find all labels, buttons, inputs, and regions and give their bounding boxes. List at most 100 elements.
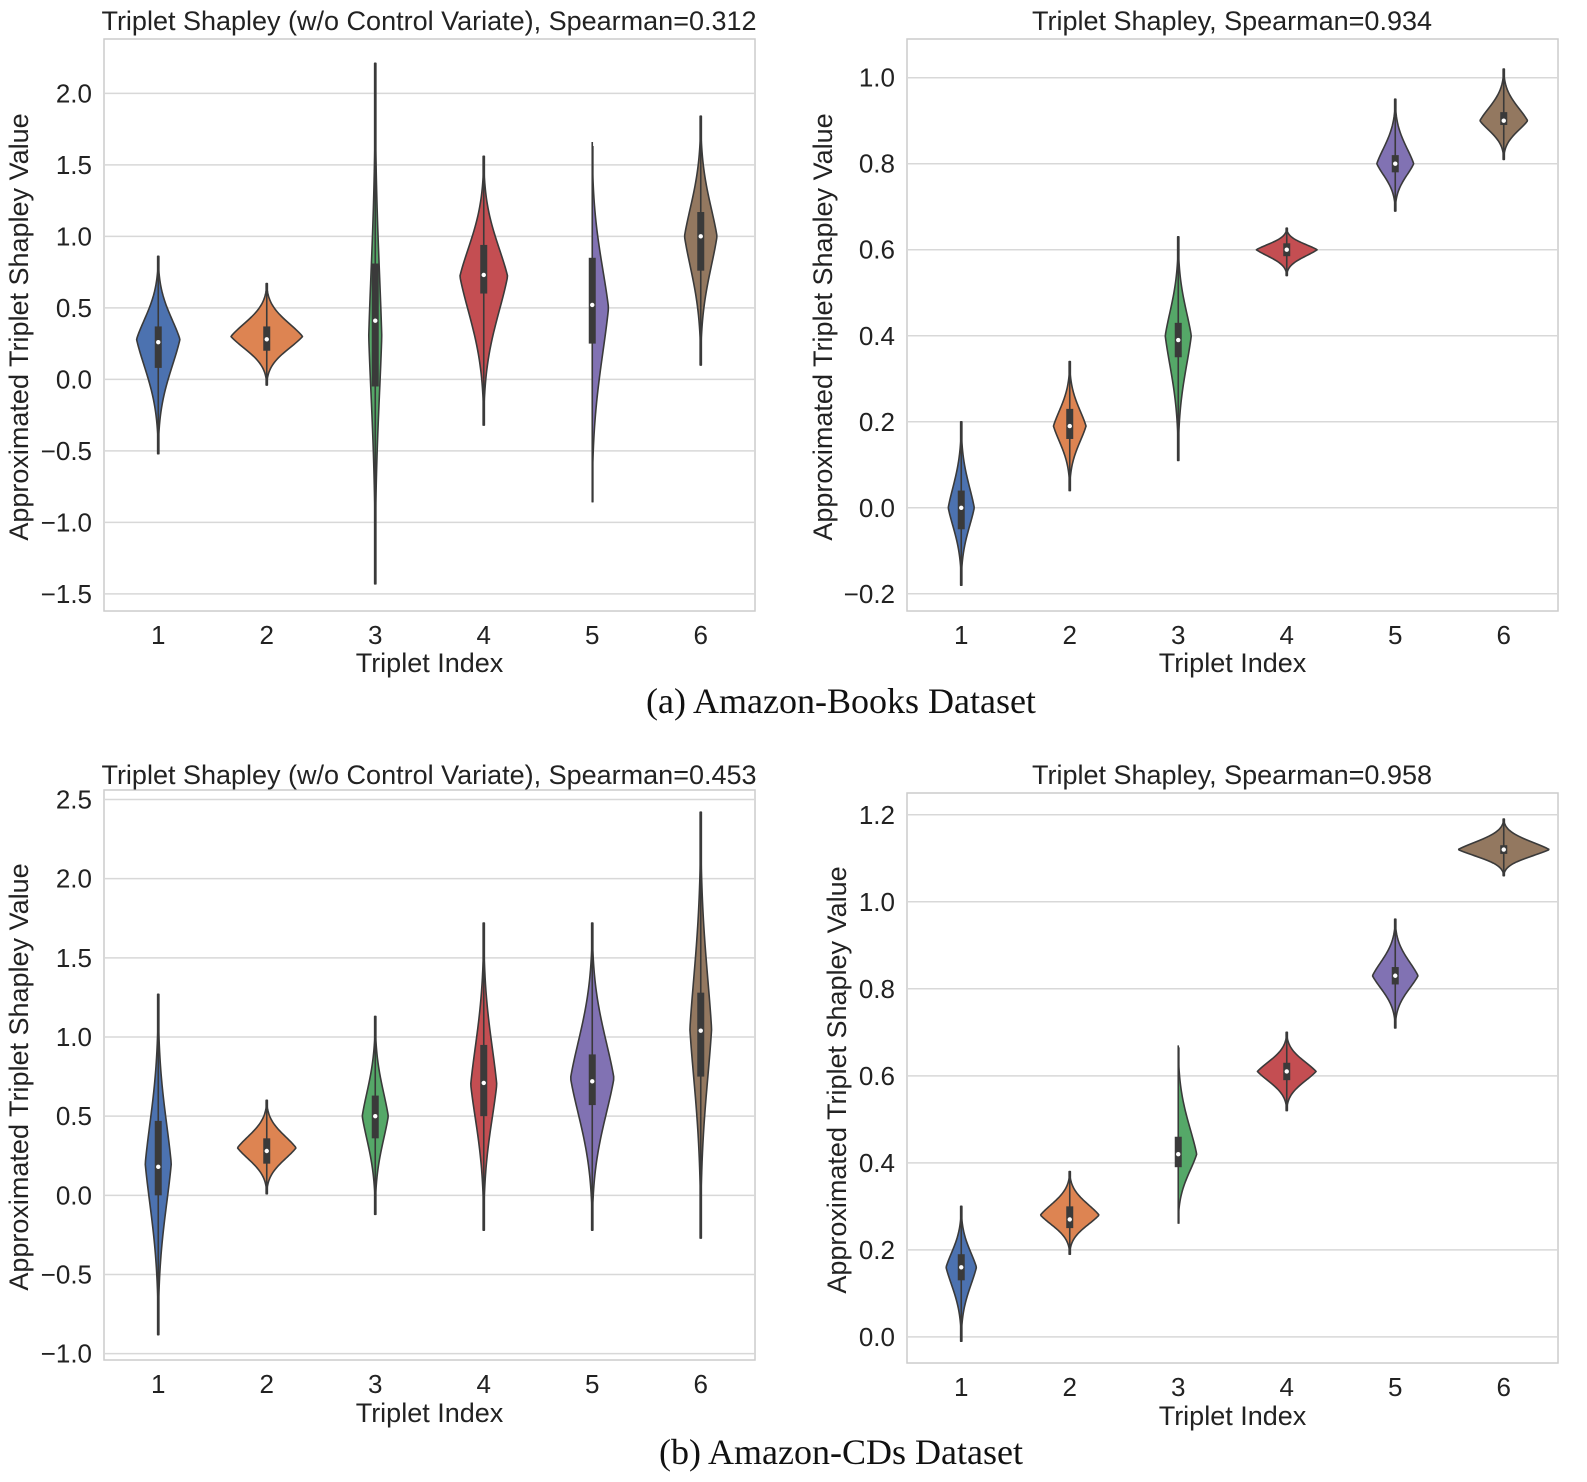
y-tick-label: 1.0 [859,887,895,917]
y-tick-label: 0.6 [859,235,895,265]
y-tick-label: 0.8 [859,149,895,179]
x-tick-label: 5 [585,620,599,650]
violin-median-dot [1393,161,1398,166]
y-tick-label: 2.0 [56,78,92,108]
y-tick-label: −0.2 [844,579,895,609]
y-tick-label: 1.5 [56,150,92,180]
y-tick-label: 0.0 [56,364,92,394]
violin-iqr-box [154,326,162,368]
x-tick-label: 3 [368,620,382,650]
chart-cds-without-control-variate: −1.0 −0.5 0.0 0.5 1.0 1.5 2.0 2.5 1 2 3 4 5 6 Triplet … [4,760,757,1428]
y-tick-label: 1.0 [56,1022,92,1052]
y-axis-label: Approximated Triplet Shapley Value [4,113,34,540]
chart-title: Triplet Shapley (w/o Control Variate), S… [101,760,756,790]
y-tick-label: 1.5 [56,943,92,973]
y-tick-label: 2.0 [56,864,92,894]
x-tick-label: 5 [1388,1372,1402,1402]
violin-median-dot [373,1113,378,1119]
violin-median-dot [698,234,703,239]
y-tick-label: 0.2 [859,407,895,437]
y-tick-label: 1.2 [859,800,895,830]
x-axis-label: Triplet Index [1159,648,1307,678]
violin-iqr-box [588,257,596,344]
plot-area [103,789,756,1361]
violin-median-dot [1067,423,1072,429]
caption-books: (a) Amazon-Books Dataset [646,681,1036,721]
x-tick-label: 6 [1497,620,1511,650]
y-tick-label: 0.4 [859,321,895,351]
violin-median-dot [1176,337,1181,343]
violin-5 [592,145,610,503]
x-axis-label: Triplet Index [356,648,504,678]
x-tick-label: 3 [368,1369,382,1399]
y-tick-label: 0.5 [56,293,92,323]
violin-median-dot [959,1265,964,1270]
chart-title: Triplet Shapley, Spearman=0.958 [1032,760,1432,790]
x-tick-label: 4 [477,1369,491,1399]
y-tick-label: 0.8 [859,974,895,1004]
y-tick-label: −1.0 [41,1339,92,1369]
y-tick-label: 0.6 [859,1061,895,1091]
x-tick-label: 1 [954,620,968,650]
y-tick-label: 1.0 [56,221,92,251]
x-tick-label: 6 [694,1369,708,1399]
violin-median-dot [1501,847,1506,852]
violin-median-dot [481,1080,486,1086]
violin-iqr-box [697,212,705,271]
y-tick-label: 0.4 [859,1148,895,1178]
violin-3 [1178,1047,1198,1224]
violin-median-dot [156,339,161,345]
violin-median-dot [1067,1217,1072,1222]
x-tick-label: 2 [1063,1372,1077,1402]
violin-iqr-box [697,992,705,1077]
violin-median-dot [156,1164,161,1170]
x-tick-label: 2 [1063,620,1077,650]
y-tick-label: 0.0 [859,493,895,523]
x-tick-label: 4 [1280,620,1294,650]
x-tick-label: 3 [1171,620,1185,650]
x-tick-label: 1 [954,1372,968,1402]
violin-median-dot [1284,247,1289,252]
y-axis-label: Approximated Triplet Shapley Value [808,113,838,540]
violin-median-dot [590,302,595,308]
violin-iqr-box [371,263,379,387]
y-tick-label: −0.5 [41,436,92,466]
chart-title: Triplet Shapley (w/o Control Variate), S… [101,6,756,36]
plot-area [103,38,756,612]
caption-cds: (b) Amazon-CDs Dataset [659,1432,1023,1472]
y-tick-label: −1.5 [41,579,92,609]
violin-median-dot [1393,973,1398,978]
x-tick-label: 3 [1171,1372,1185,1402]
y-tick-label: 1.0 [859,63,895,93]
violin-median-dot [264,337,269,342]
violin-iqr-box [480,1044,488,1117]
x-tick-label: 2 [260,620,274,650]
plot-area [906,38,1559,612]
violin-median-dot [264,1148,269,1154]
y-tick-label: 0.5 [56,1101,92,1131]
chart-cds-triplet-shapley: 0.0 0.2 0.4 0.6 0.8 1.0 1.2 1 2 3 4 5 6 Triplet Shapl… [822,760,1559,1431]
violin-iqr-box [154,1120,162,1196]
plot-area [906,792,1559,1364]
x-tick-label: 5 [1388,620,1402,650]
violin-median-dot [481,272,486,278]
y-tick-label: 2.5 [56,785,92,815]
y-axis-label: Approximated Triplet Shapley Value [822,866,852,1293]
violin-median-dot [1284,1069,1289,1074]
x-tick-label: 1 [151,1369,165,1399]
violin-median-dot [590,1079,595,1084]
chart-title: Triplet Shapley, Spearman=0.934 [1032,6,1432,36]
x-tick-label: 6 [694,620,708,650]
x-tick-label: 6 [1497,1372,1511,1402]
y-tick-label: 0.0 [859,1322,895,1352]
chart-books-triplet-shapley: −0.2 0.0 0.2 0.4 0.6 0.8 1.0 1 2 3 4 5 6 Triplet Shap… [808,6,1559,678]
violin-median-dot [373,318,378,323]
violin-iqr-box [480,244,488,294]
x-tick-label: 4 [477,620,491,650]
y-tick-label: 0.0 [56,1180,92,1210]
y-tick-label: −1.0 [41,507,92,537]
violin-median-dot [1501,118,1506,123]
chart-books-without-control-variate: −1.5 −1.0 −0.5 0.0 0.5 1.0 1.5 2.0 1 2 3 4 5 6 Triplet… [4,6,757,678]
x-tick-label: 4 [1280,1372,1294,1402]
